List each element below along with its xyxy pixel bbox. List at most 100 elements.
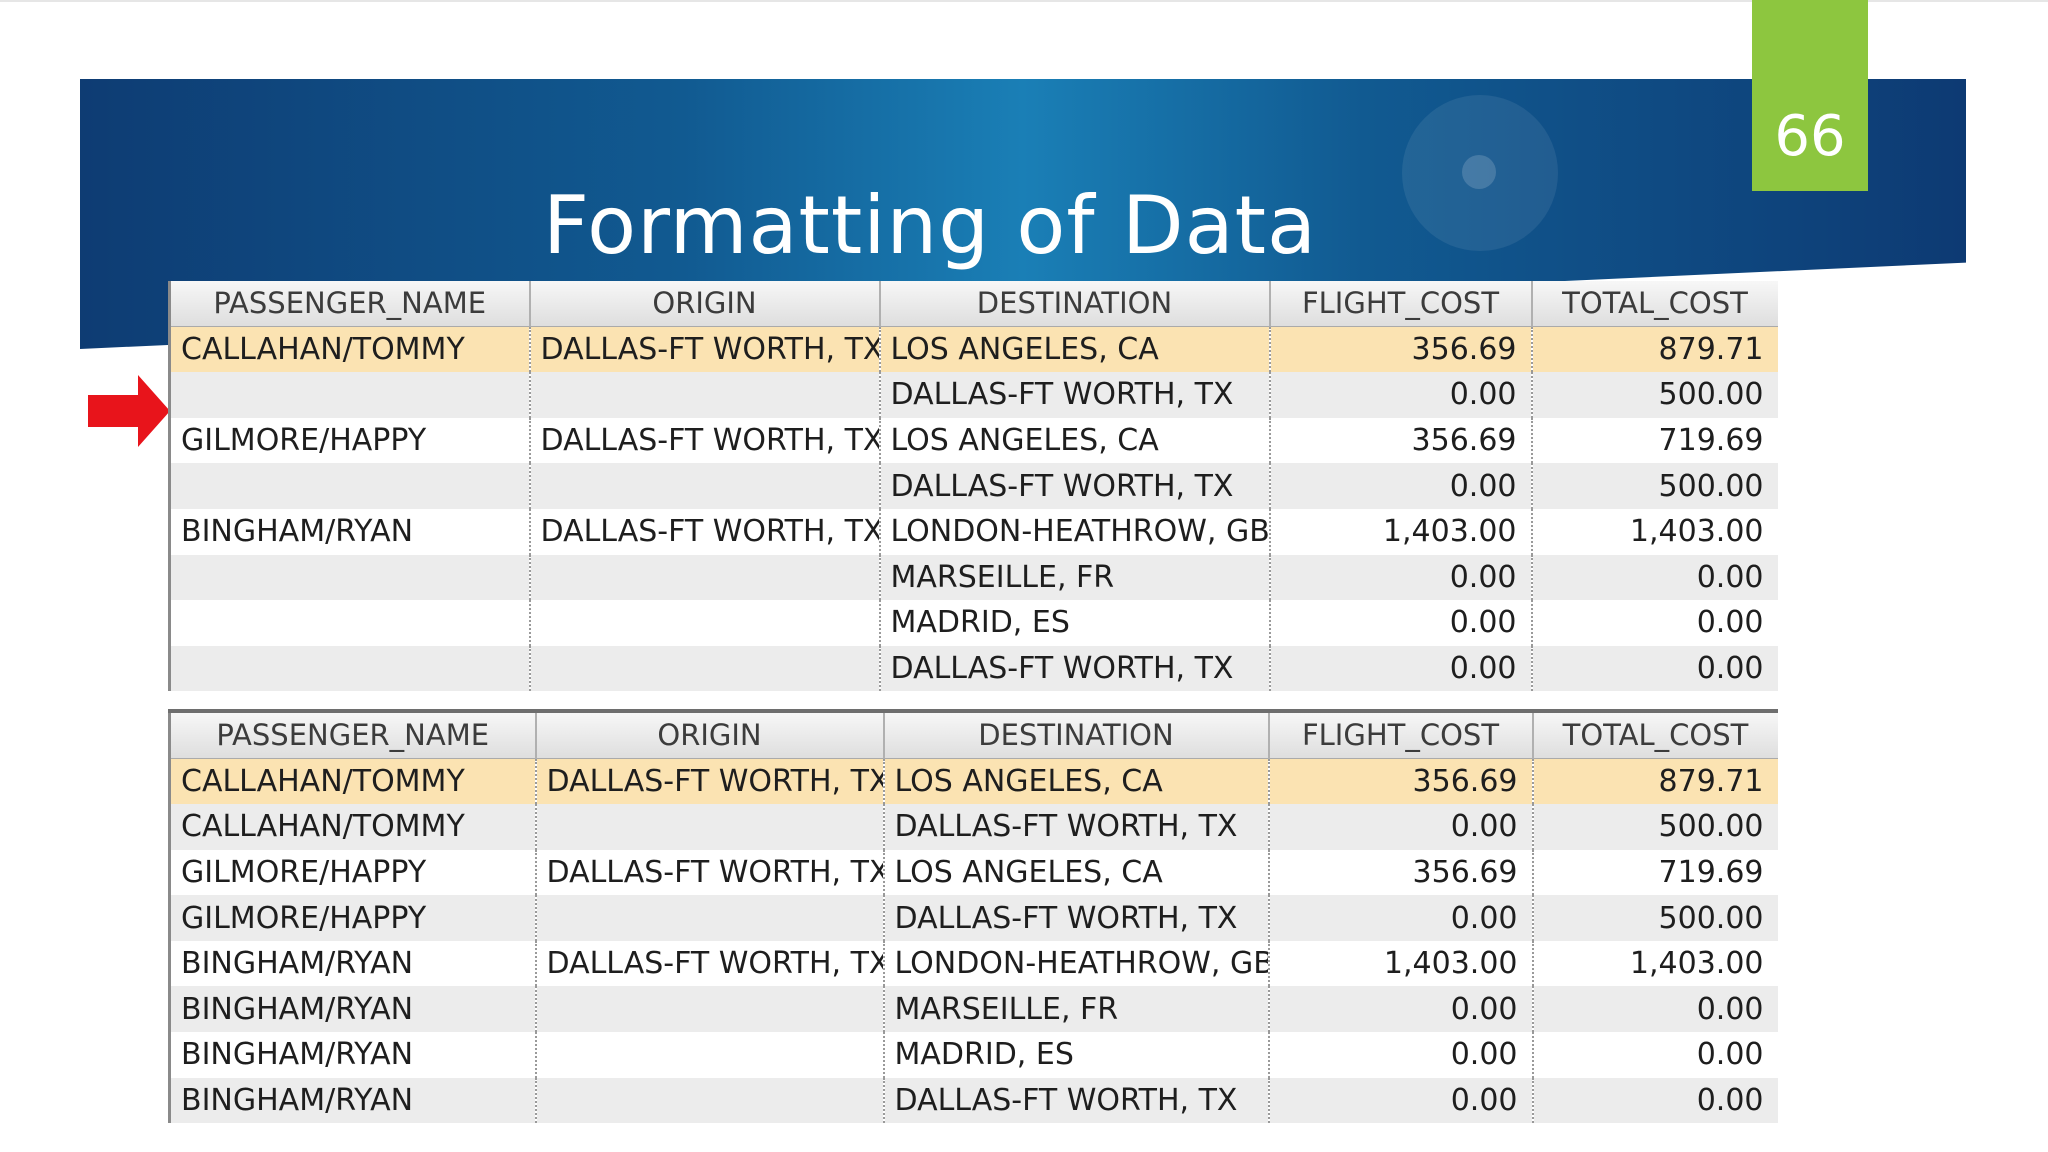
cell-destination: MADRID, ES [878,600,1270,646]
cell-total-cost: 879.71 [1531,758,1778,805]
cell-flight-cost: 356.69 [1268,417,1532,464]
cell-origin [528,372,880,418]
cell-destination: MARSEILLE, FR [878,554,1270,601]
cell-passenger-name: BINGHAM/RYAN [168,986,536,1033]
results-grid-grouped: PASSENGER_NAME ORIGIN DESTINATION FLIGHT_CO… [168,281,1778,692]
cell-passenger-name: BINGHAM/RYAN [168,940,536,987]
cell-flight-cost: 356.69 [1267,758,1533,805]
cell-total-cost: 719.69 [1531,849,1778,896]
cell-flight-cost: 0.00 [1267,1077,1533,1124]
cell-destination: LOS ANGELES, CA [878,417,1270,464]
table-row[interactable]: DALLAS-FT WORTH, TX 0.00 0.00 [168,645,1778,692]
column-header-flight-cost[interactable]: FLIGHT_COST [1268,281,1532,328]
column-header-total-cost[interactable]: TOTAL_COST [1531,711,1778,759]
column-header-passenger-name[interactable]: PASSENGER_NAME [168,281,530,328]
cell-origin: DALLAS-FT WORTH, TX [528,508,880,555]
cell-origin [528,463,880,509]
table-row[interactable]: BINGHAM/RYAN DALLAS-FT WORTH, TX LONDON-HE… [168,940,1778,987]
slide-title: Formatting of Data [543,179,1317,272]
table-row[interactable]: GILMORE/HAPPY DALLAS-FT WORTH, TX LOS ANGE… [168,849,1778,896]
cell-destination: LOS ANGELES, CA [882,758,1269,805]
cell-total-cost: 0.00 [1531,1032,1778,1078]
cell-flight-cost: 0.00 [1267,986,1533,1033]
cell-destination: DALLAS-FT WORTH, TX [882,895,1269,941]
cell-passenger-name [168,600,530,646]
cell-destination: DALLAS-FT WORTH, TX [878,463,1270,509]
table-row[interactable]: CALLAHAN/TOMMY DALLAS-FT WORTH, TX LOS ANG… [168,758,1778,805]
cell-origin: DALLAS-FT WORTH, TX [534,849,884,896]
cell-flight-cost: 0.00 [1267,895,1533,941]
cell-total-cost: 1,403.00 [1530,508,1778,555]
cell-flight-cost: 0.00 [1267,1032,1533,1078]
cell-passenger-name [168,463,530,509]
cell-origin [528,600,880,646]
cell-flight-cost: 1,403.00 [1268,508,1532,555]
cell-passenger-name [168,372,530,418]
cell-passenger-name: CALLAHAN/TOMMY [168,804,536,850]
cell-origin: DALLAS-FT WORTH, TX [534,940,884,987]
cell-destination: LOS ANGELES, CA [878,326,1270,373]
table-row[interactable]: BINGHAM/RYAN DALLAS-FT WORTH, TX LONDON-HE… [168,508,1778,555]
cell-origin [528,645,880,692]
cell-total-cost: 500.00 [1530,463,1778,509]
cell-passenger-name [168,645,530,692]
column-header-passenger-name[interactable]: PASSENGER_NAME [168,711,536,759]
cell-flight-cost: 0.00 [1268,463,1532,509]
column-header-origin[interactable]: ORIGIN [528,281,880,328]
page-number-badge: 66 [1752,0,1868,191]
cell-origin [534,804,884,850]
cell-destination: DALLAS-FT WORTH, TX [878,372,1270,418]
cell-total-cost: 0.00 [1531,1077,1778,1124]
cell-origin [534,1032,884,1078]
table-row[interactable]: MARSEILLE, FR 0.00 0.00 [168,554,1778,601]
cell-flight-cost: 0.00 [1268,372,1532,418]
column-header-flight-cost[interactable]: FLIGHT_COST [1267,711,1533,759]
decorative-dot [1462,155,1496,189]
results-grid-repeated: PASSENGER_NAME ORIGIN DESTINATION FLIGHT_CO… [168,709,1778,1124]
table-row[interactable]: BINGHAM/RYAN DALLAS-FT WORTH, TX 0.00 0.00 [168,1077,1778,1124]
cell-origin [528,554,880,601]
table-row[interactable]: CALLAHAN/TOMMY DALLAS-FT WORTH, TX 0.00 500… [168,804,1778,850]
cell-flight-cost: 1,403.00 [1267,940,1533,987]
right-arrow-icon [88,375,170,447]
cell-destination: DALLAS-FT WORTH, TX [878,645,1270,692]
cell-passenger-name: GILMORE/HAPPY [168,895,536,941]
cell-flight-cost: 0.00 [1268,600,1532,646]
cell-flight-cost: 356.69 [1267,849,1533,896]
cell-passenger-name: GILMORE/HAPPY [168,849,536,896]
cell-total-cost: 500.00 [1531,804,1778,850]
cell-total-cost: 719.69 [1530,417,1778,464]
column-header-origin[interactable]: ORIGIN [534,711,884,759]
table-row[interactable]: BINGHAM/RYAN MARSEILLE, FR 0.00 0.00 [168,986,1778,1033]
column-header-destination[interactable]: DESTINATION [878,281,1270,328]
cell-destination: DALLAS-FT WORTH, TX [882,804,1269,850]
cell-destination: MADRID, ES [882,1032,1269,1078]
cell-origin [534,895,884,941]
table-row[interactable]: MADRID, ES 0.00 0.00 [168,600,1778,646]
column-header-total-cost[interactable]: TOTAL_COST [1530,281,1778,328]
cell-origin [534,986,884,1033]
cell-passenger-name: BINGHAM/RYAN [168,508,530,555]
cell-passenger-name: BINGHAM/RYAN [168,1077,536,1124]
cell-total-cost: 879.71 [1530,326,1778,373]
table-row[interactable]: BINGHAM/RYAN MADRID, ES 0.00 0.00 [168,1032,1778,1078]
cell-total-cost: 1,403.00 [1531,940,1778,987]
table-row[interactable]: DALLAS-FT WORTH, TX 0.00 500.00 [168,372,1778,418]
cell-origin: DALLAS-FT WORTH, TX [528,326,880,373]
table-row[interactable]: GILMORE/HAPPY DALLAS-FT WORTH, TX LOS ANGE… [168,417,1778,464]
cell-origin [534,1077,884,1124]
table-row[interactable]: DALLAS-FT WORTH, TX 0.00 500.00 [168,463,1778,509]
cell-destination: DALLAS-FT WORTH, TX [882,1077,1269,1124]
cell-total-cost: 500.00 [1530,372,1778,418]
cell-total-cost: 0.00 [1531,986,1778,1033]
table-row[interactable]: CALLAHAN/TOMMY DALLAS-FT WORTH, TX LOS ANG… [168,326,1778,373]
cell-flight-cost: 356.69 [1268,326,1532,373]
cell-passenger-name: CALLAHAN/TOMMY [168,758,536,805]
top-divider [0,0,2048,2]
cell-passenger-name [168,554,530,601]
table-row[interactable]: GILMORE/HAPPY DALLAS-FT WORTH, TX 0.00 500.… [168,895,1778,941]
cell-flight-cost: 0.00 [1267,804,1533,850]
cell-origin: DALLAS-FT WORTH, TX [528,417,880,464]
column-header-destination[interactable]: DESTINATION [882,711,1269,759]
cell-total-cost: 0.00 [1530,600,1778,646]
